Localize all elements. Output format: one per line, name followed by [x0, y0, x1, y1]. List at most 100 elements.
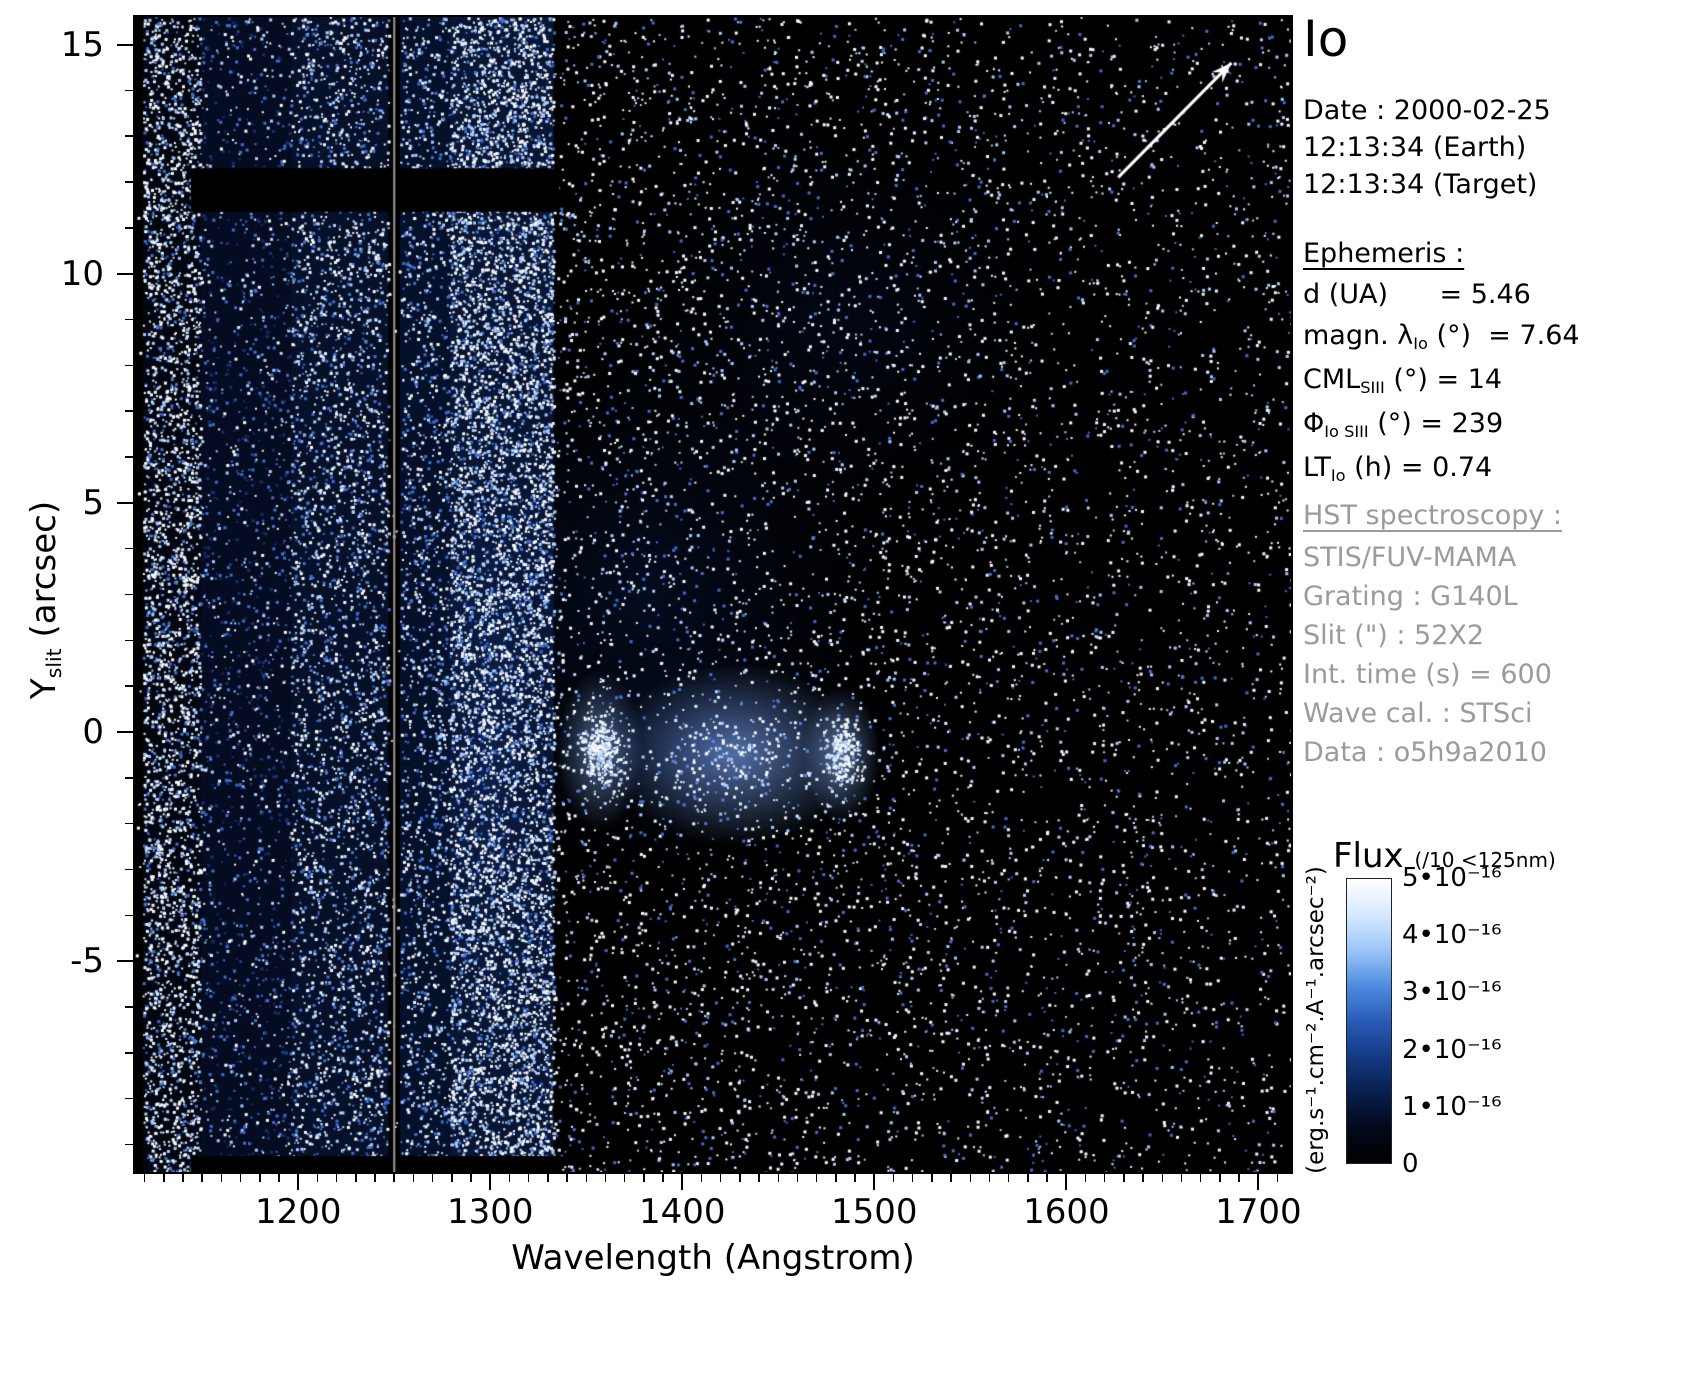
colorbar-unit-label: (erg.s⁻¹.cm⁻².A⁻¹.arcsec⁻²)	[1303, 866, 1329, 1174]
datetime-line: 12:13:34 (Target)	[1303, 169, 1538, 200]
x-tick-label: 1400	[639, 1192, 726, 1232]
y-axis-major-tick	[117, 501, 133, 504]
hst-line: Wave cal. : STSci	[1303, 698, 1533, 729]
y-axis-minor-tick	[125, 777, 133, 779]
y-axis-minor-tick	[125, 364, 133, 367]
colorbar-tick-label: 0	[1402, 1149, 1419, 1179]
y-axis-minor-tick	[125, 593, 133, 596]
ephemeris-line: magn. λIo (°) = 7.64	[1303, 320, 1580, 353]
x-axis-minor-tick	[854, 1174, 856, 1182]
y-tick-label: 15	[60, 24, 104, 65]
x-axis-minor-tick	[815, 1174, 818, 1182]
observation-datetime-block: Date : 2000-02-25 12:13:34 (Earth) 12:13:3…	[1303, 92, 1551, 203]
y-axis-minor-tick	[125, 1097, 133, 1100]
x-axis-minor-tick	[1084, 1174, 1087, 1182]
x-axis-label: Wavelength (Angstrom)	[511, 1238, 915, 1278]
x-axis-minor-tick	[739, 1174, 741, 1182]
x-axis-minor-tick	[662, 1174, 664, 1182]
colorbar-title-note: (/10 <125nm)	[1414, 848, 1556, 872]
x-axis-minor-tick	[163, 1174, 165, 1182]
y-tick-label: 0	[82, 712, 104, 752]
x-axis-minor-tick	[201, 1174, 203, 1182]
x-axis-minor-tick	[719, 1174, 722, 1182]
hst-line: Grating : G140L	[1303, 581, 1518, 612]
colorbar-gradient	[1346, 878, 1392, 1164]
y-axis-minor-tick	[125, 410, 133, 412]
hst-line: STIS/FUV-MAMA	[1303, 542, 1517, 573]
y-axis-minor-tick	[125, 181, 133, 183]
y-axis-minor-tick	[125, 639, 133, 642]
x-axis-minor-tick	[1007, 1174, 1010, 1182]
y-axis-minor-tick	[125, 227, 133, 229]
y-axis-minor-tick	[125, 685, 133, 687]
x-axis-major-tick	[681, 1174, 684, 1190]
figure-title: Io	[1303, 10, 1349, 68]
x-axis-major-tick	[1257, 1174, 1260, 1190]
y-tick-label: 10	[60, 253, 104, 294]
ephemeris-line: LTIo (h) = 0.74	[1303, 452, 1493, 485]
x-axis-minor-tick	[374, 1174, 376, 1182]
x-axis-minor-tick	[700, 1174, 703, 1182]
x-axis-minor-tick	[931, 1174, 933, 1182]
x-axis-major-tick	[489, 1174, 492, 1190]
x-axis-minor-tick	[1276, 1174, 1279, 1182]
x-axis-minor-tick	[335, 1174, 338, 1182]
x-tick-label: 1600	[1023, 1192, 1110, 1232]
x-axis-minor-tick	[182, 1174, 184, 1182]
x-axis-minor-tick	[796, 1174, 799, 1182]
y-tick-label: -5	[70, 941, 104, 982]
x-axis-minor-tick	[988, 1174, 991, 1182]
x-axis-minor-tick	[1180, 1174, 1183, 1182]
colorbar-tick-label: 1•10⁻¹⁶	[1402, 1091, 1502, 1122]
colorbar-title-text: Flux	[1333, 836, 1404, 876]
hst-line: Int. time (s) = 600	[1303, 659, 1552, 690]
x-axis-minor-tick	[1238, 1174, 1240, 1182]
y-axis-minor-tick	[125, 822, 133, 825]
x-axis-minor-tick	[527, 1174, 530, 1182]
y-axis-minor-tick	[125, 135, 133, 137]
x-axis-minor-tick	[1123, 1174, 1125, 1182]
x-axis-minor-tick	[1199, 1174, 1202, 1182]
colorbar-title: Flux (/10 <125nm)	[1333, 836, 1556, 876]
x-axis-minor-tick	[950, 1174, 952, 1182]
x-axis-minor-tick	[566, 1174, 568, 1182]
y-axis-minor-tick	[125, 89, 133, 92]
x-axis-minor-tick	[431, 1174, 434, 1182]
x-axis-minor-tick	[355, 1174, 357, 1182]
x-axis-minor-tick	[1142, 1174, 1144, 1182]
x-axis-minor-tick	[1027, 1174, 1029, 1182]
x-axis-minor-tick	[1219, 1174, 1221, 1182]
x-axis-minor-tick	[585, 1174, 587, 1182]
x-tick-label: 1300	[446, 1192, 534, 1232]
x-axis-major-tick	[297, 1174, 300, 1190]
x-axis-minor-tick	[508, 1174, 511, 1182]
x-axis-major-tick	[1065, 1174, 1068, 1190]
y-axis-minor-tick	[125, 547, 133, 550]
colorbar-tick-label: 4•10⁻¹⁶	[1402, 920, 1502, 951]
x-tick-label: 1500	[831, 1192, 918, 1232]
y-axis-major-tick	[117, 731, 133, 733]
y-axis-minor-tick	[125, 456, 133, 458]
x-axis-minor-tick	[239, 1174, 242, 1182]
x-tick-label: 1700	[1215, 1192, 1302, 1232]
x-axis-minor-tick	[1161, 1174, 1164, 1182]
x-axis-minor-tick	[835, 1174, 837, 1182]
colorbar-tick-label: 3•10⁻¹⁶	[1402, 977, 1502, 1008]
y-axis-label: Yslit (arcsec)	[24, 500, 66, 700]
x-axis-minor-tick	[259, 1174, 261, 1182]
x-axis-minor-tick	[412, 1174, 415, 1182]
x-axis-minor-tick	[604, 1174, 607, 1182]
x-axis-minor-tick	[393, 1174, 395, 1182]
x-axis-minor-tick	[278, 1174, 280, 1182]
y-axis-minor-tick	[125, 318, 133, 321]
spectral-image-frame	[133, 15, 1293, 1174]
ephemeris-line: ΦIo SIII (°) = 239	[1303, 408, 1504, 441]
x-axis-minor-tick	[1046, 1174, 1048, 1182]
x-axis-minor-tick	[892, 1174, 895, 1182]
x-axis-minor-tick	[777, 1174, 780, 1182]
datetime-line: 12:13:34 (Earth)	[1303, 132, 1527, 163]
x-axis-minor-tick	[758, 1174, 760, 1182]
ephemeris-heading: Ephemeris :	[1303, 238, 1465, 269]
ephemeris-line: d (UA) = 5.46	[1303, 279, 1531, 310]
